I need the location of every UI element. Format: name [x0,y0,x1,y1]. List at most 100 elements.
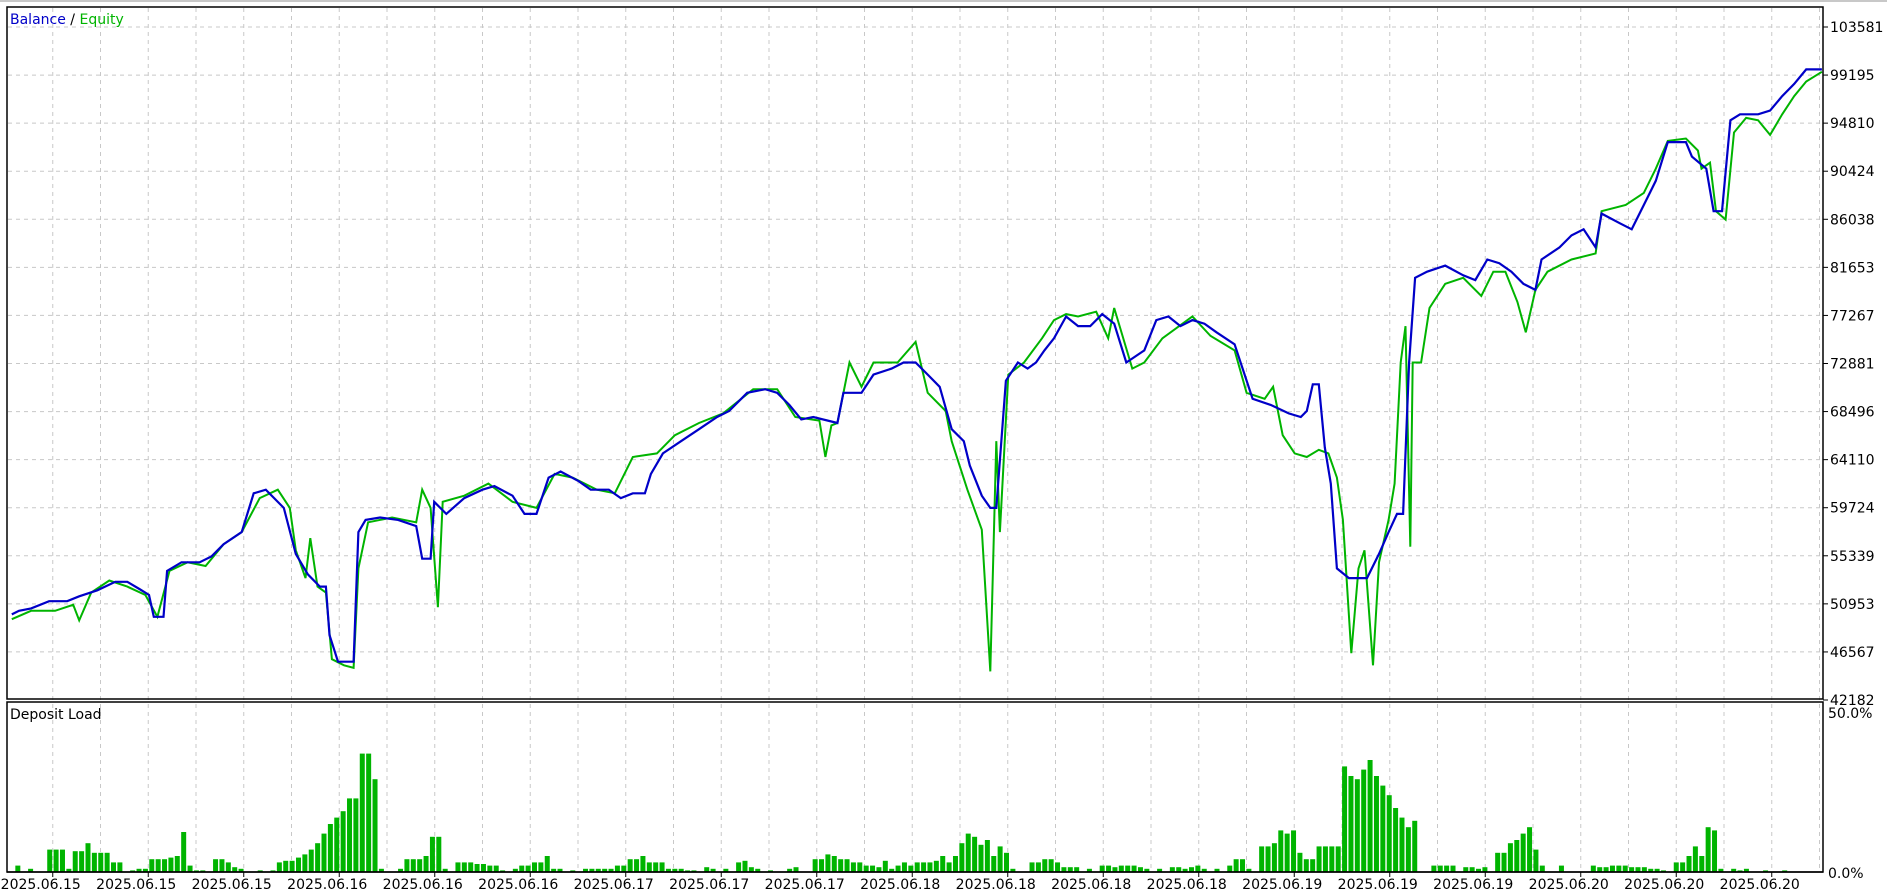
x-tick-label: 2025.06.17 [669,877,749,892]
deposit-load-bar [321,833,327,872]
deposit-load-bar [1743,868,1749,872]
deposit-load-bar [1520,833,1526,872]
deposit-load-bar [1629,867,1635,872]
x-tick-label: 2025.06.18 [1051,877,1131,892]
y-tick-label: 90424 [1830,164,1875,180]
x-tick-label: 2025.06.19 [1433,877,1513,892]
deposit-load-bar [965,833,971,872]
deposit-load-bar [295,857,301,872]
deposit-load-bar [1188,867,1194,872]
deposit-load-bar [1227,865,1233,872]
deposit-load-bar [1137,867,1143,872]
deposit-load-bar [1297,852,1303,872]
x-tick-label: 2025.06.17 [574,877,654,892]
deposit-load-bar [1291,830,1297,872]
deposit-load-bar [404,859,410,872]
deposit-load-bar [85,843,91,872]
deposit-load-bar [793,867,799,872]
deposit-load-bar [685,870,691,872]
deposit-load-bars [15,753,1788,872]
y-axis: 103581 99195 94810 90424 86038 81653 77267 7288… [1823,20,1883,709]
deposit-load-bar [1284,833,1290,872]
deposit-load-bar [952,856,958,872]
deposit-load-bar [1042,859,1048,872]
y-tick-label: 55339 [1830,549,1875,565]
deposit-load-bar [72,851,78,872]
deposit-load-bar [863,865,869,872]
deposit-load-bar [372,779,378,872]
deposit-load-bar [634,859,640,872]
deposit-load-bar [366,753,372,872]
deposit-load-bar [1246,868,1252,872]
x-tick-label: 2025.06.18 [860,877,940,892]
deposit-load-bar [378,868,384,872]
deposit-load-bar [1367,760,1373,872]
y-tick-label: 94810 [1830,116,1875,132]
deposit-load-bar [474,864,480,872]
deposit-load-bar [410,859,416,872]
deposit-load-bar [1386,795,1392,872]
x-tick-label: 2025.06.19 [1242,877,1322,892]
deposit-load-bar [1660,870,1666,872]
x-axis: 2025.06.15 2025.06.15 2025.06.15 2025.06.16… [1,872,1800,892]
deposit-load-bar [213,859,219,872]
deposit-load-bar [1310,859,1316,872]
deposit-load-bar [672,868,678,872]
deposit-load-bar [531,862,537,872]
deposit-load-bar [308,849,314,872]
deposit-load-bar [659,862,665,872]
deposit-load-bar [895,865,901,872]
deposit-load-bar [334,817,340,872]
x-tick-label: 2025.06.16 [478,877,558,892]
deposit-load-bar [825,854,831,872]
deposit-load-bar [1201,868,1207,872]
deposit-load-bar [1259,846,1265,872]
x-tick-label: 2025.06.20 [1529,877,1609,892]
deposit-load-bar [1329,846,1335,872]
deposit-load-bar [1705,827,1711,872]
deposit-load-bar [812,859,818,872]
deposit-load-bar [748,867,754,872]
deposit-load-bar [1686,856,1692,872]
y-tick-label: 46567 [1830,645,1875,661]
deposit-load-bar [691,870,697,872]
deposit-load-bar [857,862,863,872]
deposit-load-bar [1399,817,1405,872]
x-tick-label: 2025.06.15 [1,877,81,892]
deposit-load-bar [200,870,206,872]
deposit-load-bar [1373,776,1379,872]
deposit-load-bar [1233,859,1239,872]
deposit-load-bar [704,867,710,872]
legend-separator: / [66,12,80,28]
y-tick-label: 72881 [1830,357,1875,373]
deposit-load-bar [1476,868,1482,872]
deposit-load-bar [47,849,53,872]
deposit-load-bar [1469,867,1475,872]
deposit-load-bar [1763,870,1769,872]
deposit-load-bar [1112,867,1118,872]
deposit-load-bar [219,859,225,872]
deposit-load-bar [570,870,576,872]
deposit-load-bar [225,862,231,872]
deposit-load-title: Deposit Load [10,707,102,723]
deposit-load-bar [1622,865,1628,872]
deposit-load-bar [1539,865,1545,872]
deposit-load-bar [1029,862,1035,872]
deposit-load-bar [646,862,652,872]
deposit-load-bar [768,870,774,872]
deposit-load-bar [1099,865,1105,872]
deposit-load-bar [583,868,589,872]
deposit-load-bar [66,868,72,872]
deposit-load-bar [1118,865,1124,872]
deposit-load-bar [844,859,850,872]
deposit-load-bar [232,867,238,872]
deposit-load-bar [500,870,506,872]
x-tick-label: 2025.06.20 [1624,877,1704,892]
deposit-load-bar [302,854,308,872]
legend-equity: Equity [79,12,123,28]
deposit-load-bar [876,867,882,872]
balance-line [11,68,1822,663]
deposit-load-bar [1125,865,1131,872]
deposit-load-bar [79,851,85,872]
